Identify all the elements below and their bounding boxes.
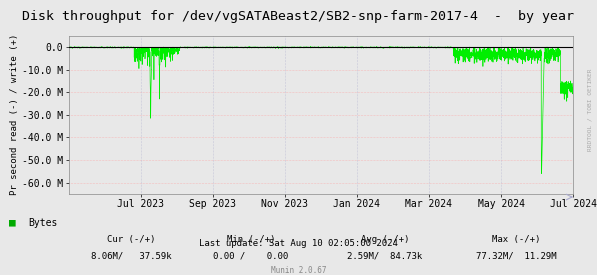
Text: Last update: Sat Aug 10 02:05:00 2024: Last update: Sat Aug 10 02:05:00 2024 <box>199 239 398 248</box>
Text: Munin 2.0.67: Munin 2.0.67 <box>271 266 326 275</box>
Text: Min (-/+): Min (-/+) <box>226 235 275 244</box>
Text: Max (-/+): Max (-/+) <box>492 235 541 244</box>
Text: RRDTOOL / TOBI OETIKER: RRDTOOL / TOBI OETIKER <box>588 69 593 151</box>
Text: Avg (-/+): Avg (-/+) <box>361 235 410 244</box>
Y-axis label: Pr second read (-) / write (+): Pr second read (-) / write (+) <box>10 34 19 196</box>
Text: Cur (-/+): Cur (-/+) <box>107 235 156 244</box>
Text: 8.06M/   37.59k: 8.06M/ 37.59k <box>91 251 172 260</box>
Text: ■: ■ <box>9 218 16 228</box>
Text: 0.00 /    0.00: 0.00 / 0.00 <box>213 251 288 260</box>
Text: Disk throughput for /dev/vgSATABeast2/SB2-snp-farm-2017-4  -  by year: Disk throughput for /dev/vgSATABeast2/SB… <box>23 10 574 23</box>
Text: Bytes: Bytes <box>29 218 58 228</box>
Text: 2.59M/  84.73k: 2.59M/ 84.73k <box>347 251 423 260</box>
Text: 77.32M/  11.29M: 77.32M/ 11.29M <box>476 251 557 260</box>
